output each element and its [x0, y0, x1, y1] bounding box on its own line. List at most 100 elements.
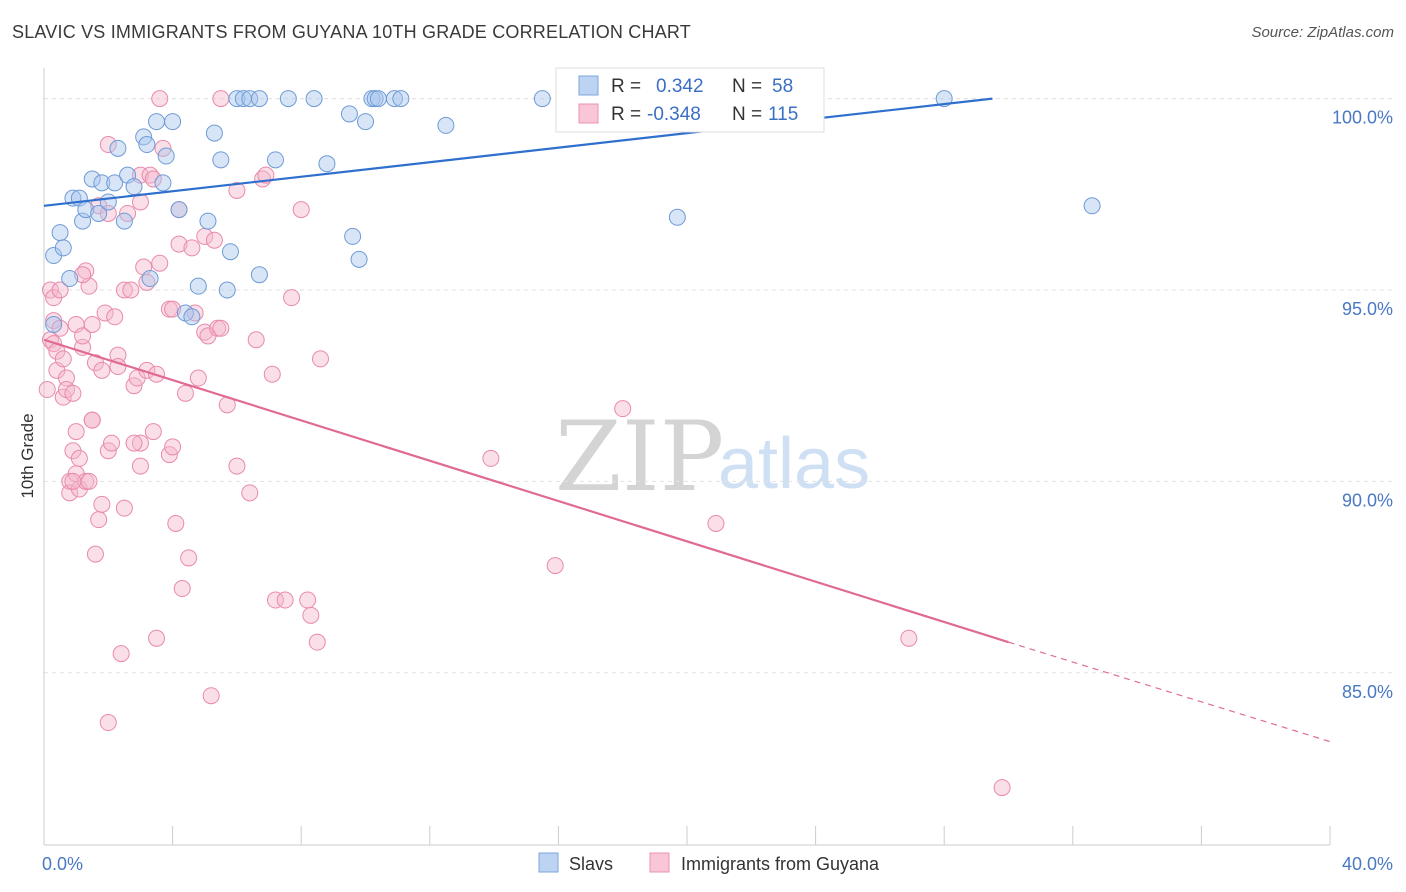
guyana-point-96	[283, 289, 301, 307]
slavs-point-37	[250, 90, 268, 108]
slavs-point-10	[90, 204, 108, 222]
guyana-point-45	[112, 645, 130, 663]
guyana-trend-line-dashed	[1008, 641, 1331, 743]
y-tick-label-0: 85.0%	[1342, 682, 1393, 702]
guyana-point-112	[64, 472, 82, 490]
slavs-point-49	[369, 90, 387, 108]
guyana-point-88	[228, 181, 246, 199]
guyana-point-30	[83, 315, 101, 333]
guyana-point-24	[74, 327, 92, 345]
series-guyana-points	[38, 90, 1011, 797]
slavs-point-41	[305, 90, 323, 108]
slavs-point-38	[250, 266, 268, 284]
guyana-point-72	[170, 235, 188, 253]
slavs-point-42	[318, 155, 336, 173]
x-ticks	[43, 826, 1331, 845]
guyana-point-94	[266, 591, 284, 609]
guyana-point-107	[707, 514, 725, 532]
guyana-point-36	[93, 361, 111, 379]
guyana-point-49	[122, 281, 140, 299]
stats-n-label-guyana: N =	[732, 104, 762, 125]
bottom-legend-label-slavs: Slavs	[569, 854, 613, 874]
y-tick-labels: 85.0% 90.0% 95.0% 100.0%	[1332, 108, 1393, 702]
bottom-legend-label-guyana: Immigrants from Guyana	[681, 854, 880, 874]
guyana-point-98	[299, 591, 317, 609]
slavs-point-27	[183, 308, 201, 326]
y-tick-label-3: 100.0%	[1332, 108, 1393, 128]
watermark-zip: ZIP	[555, 401, 724, 513]
guyana-point-42	[106, 308, 124, 326]
slavs-point-15	[115, 212, 133, 230]
trend-lines	[43, 97, 1331, 743]
y-tick-label-2: 95.0%	[1342, 299, 1393, 319]
bottom-legend-swatch-guyana	[649, 852, 670, 873]
slavs-point-31	[212, 151, 230, 169]
slavs-point-50	[385, 90, 403, 108]
guyana-point-109	[993, 779, 1011, 797]
slavs-point-45	[350, 250, 368, 268]
guyana-point-89	[241, 484, 259, 502]
slavs-point-2	[51, 224, 69, 242]
guyana-point-69	[164, 300, 182, 318]
slavs-point-44	[344, 227, 362, 245]
guyana-point-78	[189, 369, 207, 387]
slavs-point-55	[668, 208, 686, 226]
guyana-point-102	[151, 90, 169, 108]
slavs-point-24	[164, 113, 182, 131]
stats-legend-swatch-guyana	[578, 103, 599, 124]
slavs-point-12	[99, 193, 117, 211]
slavs-point-9	[83, 170, 101, 188]
slavs-trend-line	[43, 97, 993, 207]
y-tick-label-1: 90.0%	[1342, 490, 1393, 510]
guyana-point-113	[125, 434, 143, 452]
slavs-point-13	[106, 174, 124, 192]
slavs-point-34	[228, 90, 246, 108]
stats-legend-swatch-slavs	[578, 75, 599, 96]
slavs-point-43	[340, 105, 358, 123]
bottom-legend: Slavs Immigrants from Guyana	[538, 852, 880, 874]
guyana-point-95	[276, 591, 294, 609]
bottom-legend-swatch-slavs	[538, 852, 559, 873]
slavs-point-17	[125, 178, 143, 196]
guyana-point-11	[54, 350, 72, 368]
guyana-point-46	[115, 281, 133, 299]
guyana-point-83	[205, 231, 223, 249]
stats-n-value-slavs: 58	[772, 76, 793, 97]
guyana-point-47	[115, 499, 133, 517]
guyana-point-22	[70, 449, 88, 467]
guyana-point-28	[80, 472, 98, 490]
stats-r-label-slavs: R =	[611, 76, 641, 97]
guyana-point-61	[144, 423, 162, 441]
guyana-point-90	[247, 331, 265, 349]
guyana-point-101	[311, 350, 329, 368]
guyana-point-105	[482, 449, 500, 467]
guyana-point-73	[173, 580, 191, 598]
guyana-point-0	[38, 381, 56, 399]
guyana-point-8	[51, 281, 69, 299]
stats-legend: R = 0.342 N = 58 R = -0.348 N = 115	[555, 67, 825, 133]
guyana-point-64	[151, 254, 169, 272]
guyana-point-106	[546, 557, 564, 575]
guyana-point-111	[83, 411, 101, 429]
slavs-point-51	[392, 90, 410, 108]
slavs-point-46	[357, 113, 374, 131]
slavs-point-40	[279, 90, 297, 108]
guyana-point-100	[308, 633, 326, 651]
guyana-point-55	[131, 457, 149, 475]
slavs-point-23	[157, 147, 175, 165]
slavs-point-19	[138, 136, 156, 154]
guyana-point-37	[96, 304, 114, 322]
guyana-point-110	[99, 714, 117, 732]
guyana-point-35	[93, 495, 111, 513]
guyana-point-54	[131, 434, 149, 452]
guyana-point-103	[212, 90, 230, 108]
chart-title: SLAVIC VS IMMIGRANTS FROM GUYANA 10TH GR…	[12, 22, 691, 42]
guyana-point-38	[99, 136, 117, 154]
stats-r-value-slavs: 0.342	[656, 76, 704, 97]
slavs-point-39	[266, 151, 284, 169]
series-slavs-points	[45, 90, 1101, 333]
slavs-point-32	[218, 281, 236, 299]
guyana-point-76	[183, 239, 201, 257]
slavs-point-53	[533, 90, 551, 108]
